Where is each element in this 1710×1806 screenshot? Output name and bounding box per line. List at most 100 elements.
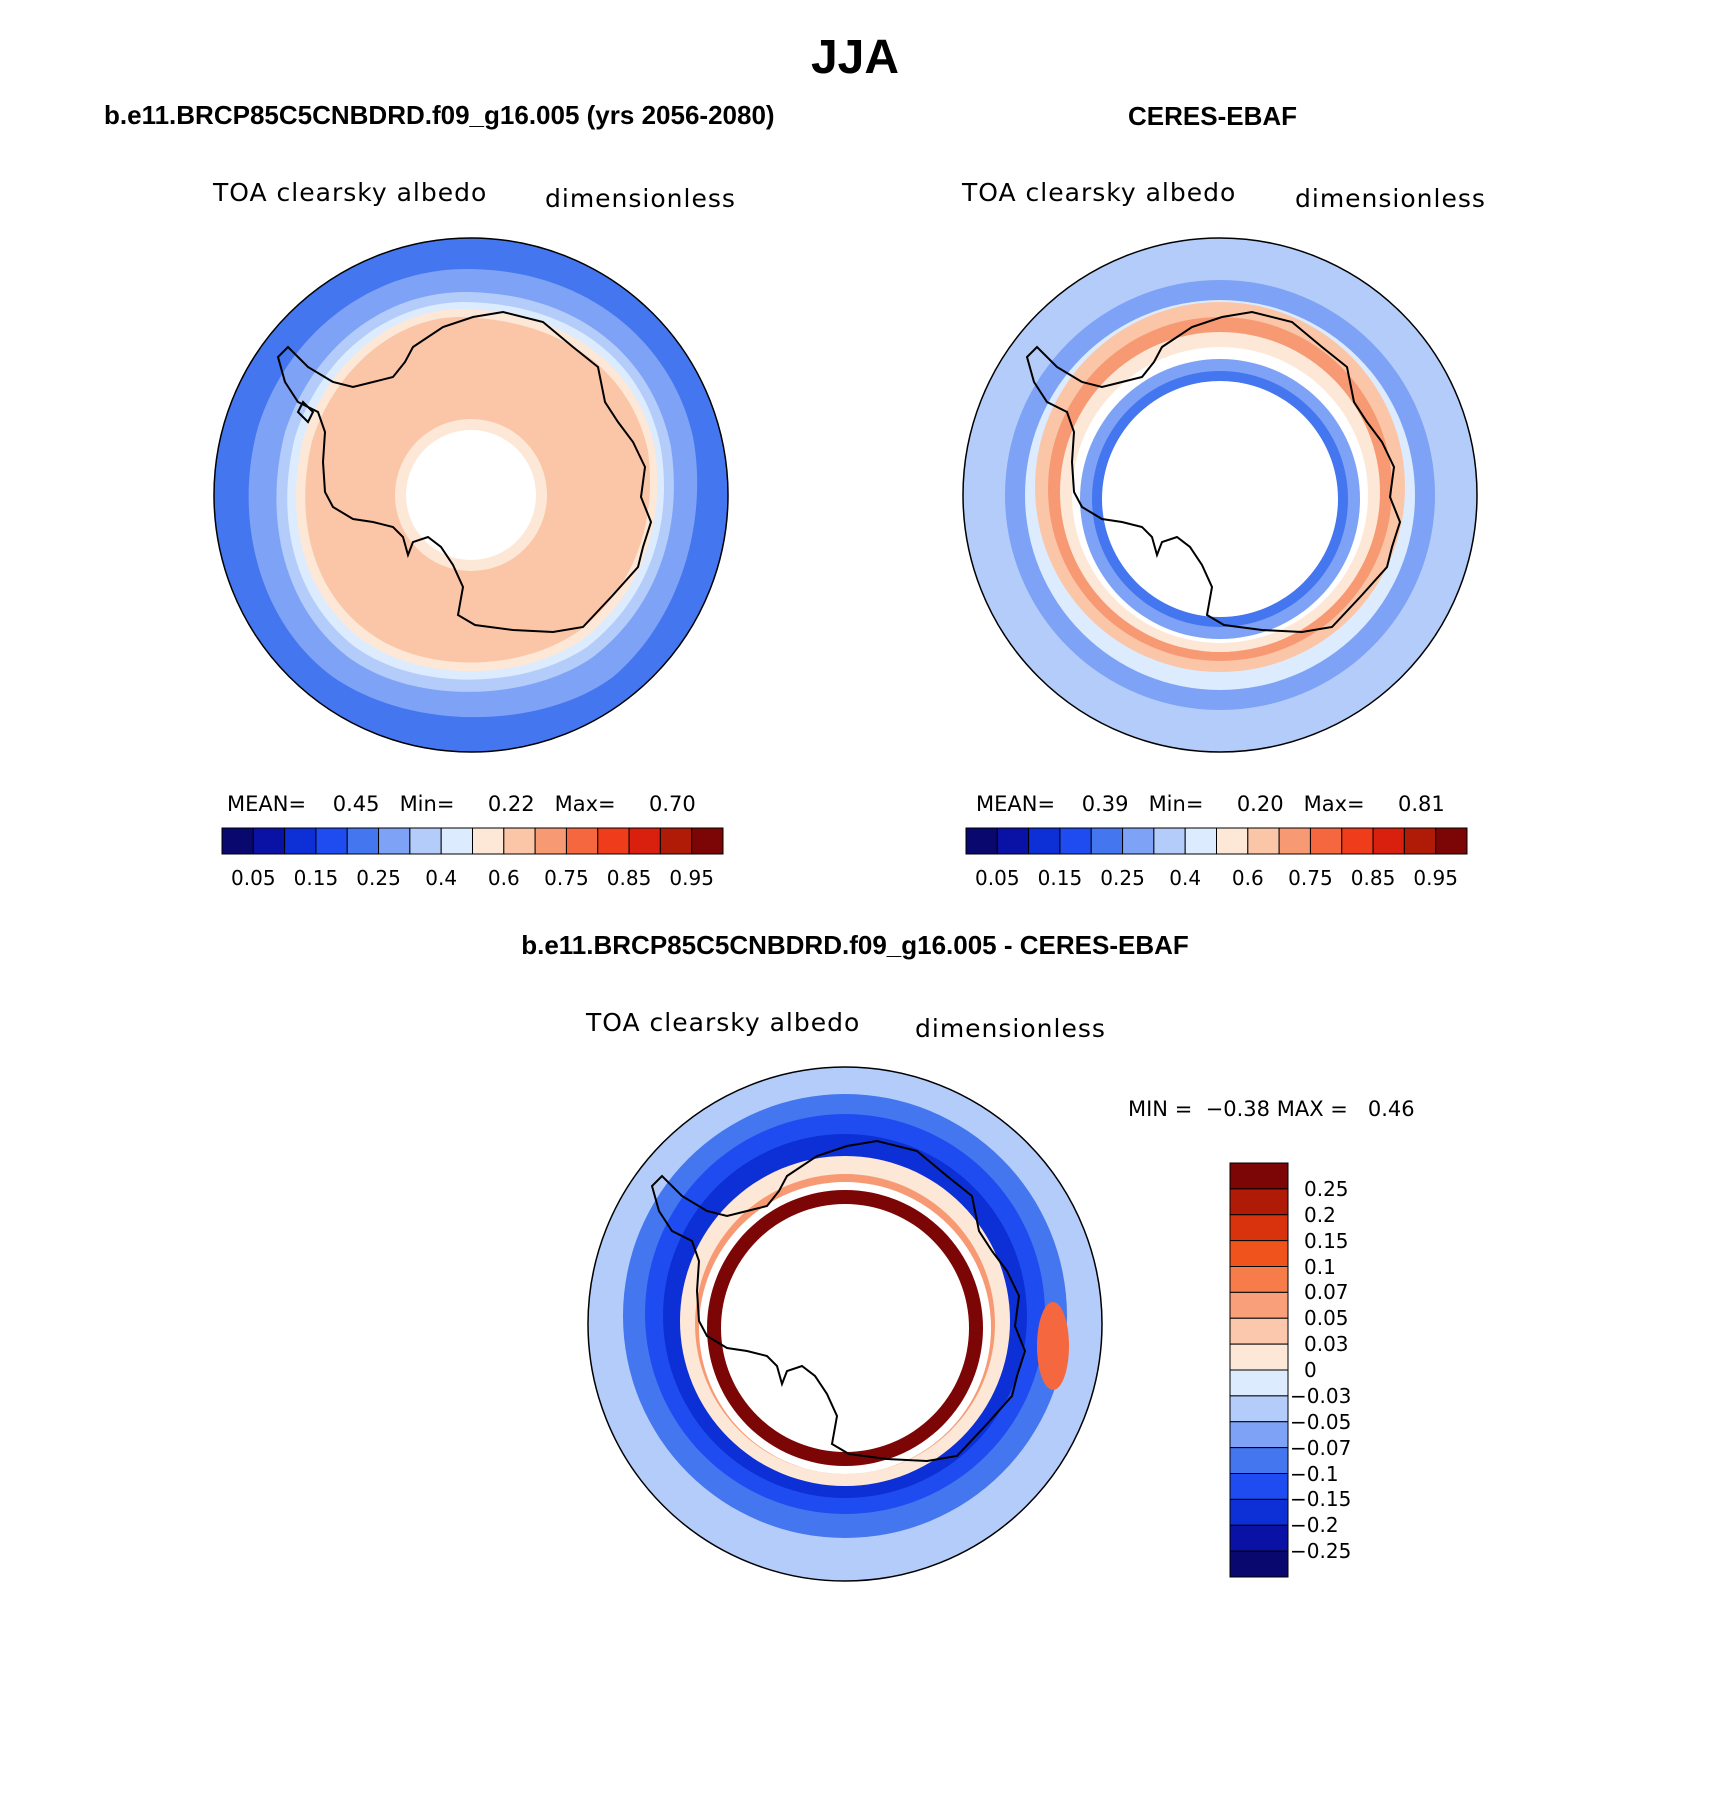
obs-colorbar-segment [1435, 827, 1468, 855]
diff-field-pole-hole [721, 1204, 969, 1452]
obs-colorbar-segment [996, 827, 1030, 855]
diff-colorbar-segment [1229, 1473, 1289, 1500]
model-colorbar-segment [534, 827, 567, 855]
diff-min-label: MIN = [1128, 1097, 1193, 1121]
obs-colorbar-segment [1184, 827, 1217, 855]
diff-panel-title: b.e11.BRCP85C5CNBDRD.f09_g16.005 - CERES… [521, 930, 1189, 960]
model-mean-value: 0.45 [332, 792, 380, 816]
obs-min-value: 0.20 [1236, 792, 1284, 816]
model-colorbar-segment [628, 827, 661, 855]
obs-map-border [962, 237, 1478, 753]
figure-title: JJA [810, 31, 900, 84]
diff-polar-map [587, 1066, 1103, 1582]
diff-colorbar-tick-label: −0.05 [1290, 1409, 1352, 1434]
obs-colorbar-segment [1090, 827, 1124, 855]
model-colorbar-tick-label: 0.6 [487, 866, 520, 890]
diff-colorbar-segment [1229, 1240, 1289, 1267]
diff-colorbar-tick-label: 0.15 [1304, 1228, 1349, 1253]
model-colorbar-segment [565, 827, 599, 855]
diff-max-label: MAX = [1276, 1097, 1348, 1121]
model-min-value: 0.22 [487, 792, 535, 816]
obs-colorbar-segment [1372, 827, 1405, 855]
model-map-border [213, 237, 729, 753]
obs-colorbar-tick-label: 0.6 [1231, 866, 1264, 890]
diff-colorbar-segment [1229, 1550, 1289, 1578]
diff-colorbar-tick-label: −0.03 [1290, 1383, 1352, 1408]
diff-colorbar-segment [1229, 1421, 1289, 1449]
model-colorbar-tick-label: 0.25 [356, 866, 401, 890]
model-variable-label: TOA clearsky albedo [213, 178, 488, 207]
diff-colorbar-tick-label: −0.15 [1290, 1487, 1352, 1512]
model-colorbar-ticks: 0.05 0.15 0.25 0.4 0.6 0.75 0.85 0.95 [222, 866, 723, 892]
obs-variable-label: TOA clearsky albedo [962, 178, 1237, 207]
obs-colorbar-segment [965, 827, 998, 855]
diff-colorbar-segment [1229, 1188, 1289, 1216]
diff-min-value: −0.38 [1205, 1097, 1271, 1121]
obs-mean-label: MEAN= [976, 792, 1056, 816]
diff-colorbar-segment [1229, 1395, 1289, 1423]
model-max-value: 0.70 [649, 792, 696, 816]
diff-map-border [587, 1066, 1103, 1582]
model-colorbar-segment [346, 827, 380, 855]
obs-colorbar-segment [1216, 827, 1249, 855]
model-colorbar-segment [409, 827, 442, 855]
diff-colorbar-tick-label: 0 [1304, 1358, 1317, 1382]
obs-max-value: 0.81 [1398, 792, 1445, 816]
obs-colorbar-ticks: 0.05 0.15 0.25 0.4 0.6 0.75 0.85 0.95 [966, 866, 1467, 892]
model-colorbar [221, 827, 724, 855]
model-colorbar-segment [284, 827, 317, 855]
model-colorbar-segment [503, 827, 536, 855]
obs-colorbar-tick-label: 0.75 [1288, 866, 1333, 890]
obs-coastline [1025, 310, 1402, 634]
obs-min-label: Min= [1148, 792, 1204, 816]
diff-colorbar-tick-label: 0.2 [1304, 1202, 1336, 1227]
model-mean-label: MEAN= [227, 792, 307, 816]
diff-colorbar-tick-label: 0.25 [1304, 1176, 1349, 1201]
diff-colorbar-tick-label: 0.05 [1304, 1306, 1349, 1331]
diff-field-east-anomaly [1037, 1302, 1069, 1390]
diff-colorbar-segment [1229, 1369, 1289, 1397]
diff-colorbar-segment [1229, 1266, 1289, 1293]
diff-colorbar-segment [1229, 1447, 1289, 1474]
model-colorbar-tick-label: 0.05 [231, 866, 276, 890]
obs-field-pole-hole [1102, 381, 1338, 617]
model-coastline [276, 310, 653, 634]
obs-colorbar-segment [1028, 827, 1061, 855]
diff-variable-label: TOA clearsky albedo [586, 1008, 861, 1037]
model-units-label: dimensionless [545, 184, 736, 213]
model-field-pole-hole [406, 430, 536, 560]
obs-colorbar-tick-label: 0.4 [1169, 866, 1202, 890]
obs-colorbar-tick-label: 0.25 [1100, 866, 1145, 890]
obs-mean-value: 0.39 [1081, 792, 1129, 816]
obs-colorbar-segment [1153, 827, 1186, 855]
diff-colorbar-ticks: 0.25 0.2 0.15 0.1 0.07 0.05 0.03 0 −0.03 −0.05 −0.… [1290, 1163, 1410, 1577]
obs-colorbar-tick-label: 0.95 [1413, 866, 1458, 890]
diff-colorbar-tick-label: 0.07 [1304, 1280, 1349, 1305]
obs-colorbar-tick-label: 0.05 [975, 866, 1020, 890]
diff-colorbar-segment [1229, 1498, 1289, 1526]
diff-stats: MIN = −0.38 MAX = 0.46 [1128, 1097, 1415, 1121]
obs-colorbar-segment [1247, 827, 1280, 855]
obs-colorbar-segment [1278, 827, 1311, 855]
obs-colorbar-segment [1341, 827, 1374, 855]
diff-coastline [650, 1139, 1027, 1463]
diff-colorbar-segment [1229, 1343, 1289, 1371]
diff-colorbar-segment [1229, 1317, 1289, 1345]
obs-polar-map [962, 237, 1478, 753]
diff-colorbar-segment [1229, 1162, 1289, 1190]
diff-colorbar-segment [1229, 1291, 1289, 1319]
obs-max-label: Max= [1303, 792, 1365, 816]
model-colorbar-segment [221, 827, 254, 855]
model-colorbar-segment [659, 827, 693, 855]
diff-colorbar-tick-label: 0.03 [1304, 1332, 1349, 1357]
diff-colorbar [1229, 1162, 1289, 1578]
model-colorbar-tick-label: 0.75 [544, 866, 589, 890]
diff-colorbar-segment [1229, 1524, 1289, 1552]
model-min-label: Min= [399, 792, 455, 816]
obs-units-label: dimensionless [1295, 184, 1486, 213]
diff-colorbar-tick-label: −0.25 [1290, 1539, 1352, 1564]
model-colorbar-segment [472, 827, 505, 855]
model-colorbar-tick-label: 0.95 [669, 866, 714, 890]
model-panel-title: b.e11.BRCP85C5CNBDRD.f09_g16.005 (yrs 20… [104, 100, 775, 130]
model-coastline-ross [296, 400, 315, 424]
